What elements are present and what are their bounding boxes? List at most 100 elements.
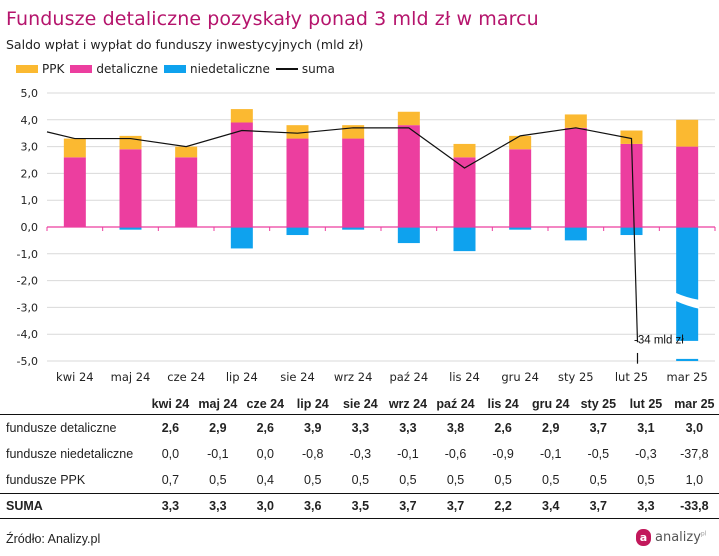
table-row-label: fundusze detaliczne	[6, 421, 117, 435]
y-tick-label: -5,0	[17, 355, 38, 368]
table-cell: 2,9	[209, 421, 227, 435]
table-cell: -0,3	[349, 447, 372, 461]
x-tick-label: paź 24	[389, 370, 428, 384]
bar-detaliczne	[676, 146, 699, 227]
table-cell: 0,5	[446, 473, 465, 487]
table-cell: -0,9	[492, 447, 514, 461]
bar-ppk	[342, 125, 365, 139]
bar-niedetaliczne	[620, 227, 643, 236]
table-cell: -37,8	[680, 447, 709, 461]
bar-ppk	[175, 146, 198, 158]
table-cell: 3,3	[146, 493, 195, 519]
table-cell: 3,1	[637, 421, 655, 435]
table-cell: 0,5	[637, 473, 655, 487]
x-tick-label: mar 25	[667, 370, 708, 384]
bar-ppk	[397, 111, 420, 126]
table-row-label: fundusze PPK	[6, 473, 86, 487]
table-column-header: lis 24	[479, 394, 527, 415]
table-cell: -0,1	[397, 447, 419, 461]
chart-plot: 5,0 4,0 3,0 2,0 1,0 0,0 -1,0 -2,0 -3,0 -4,0 -5,0 -…	[17, 87, 716, 384]
table-cell: 0,5	[494, 473, 512, 487]
bar-ppk	[509, 135, 532, 150]
table-column-header: cze 24	[241, 394, 289, 415]
table-cell: 3,5	[336, 493, 385, 519]
bar-ppk	[676, 119, 699, 147]
y-tick-label: 3,0	[21, 141, 39, 154]
table-cell: 2,6	[256, 421, 274, 435]
table-row: fundusze PPK 0,7 0,5 0,4 0,5 0,5 0,5 0,5 0,5 0,5 0…	[0, 467, 719, 494]
table-cell: -0,1	[207, 447, 229, 461]
logo-text: analizypl	[655, 530, 706, 545]
legend-swatch-detaliczne	[70, 65, 93, 73]
bar-ppk	[564, 114, 587, 128]
x-tick-label: lip 24	[226, 370, 258, 384]
table-row: fundusze detaliczne 2,6 2,9 2,6 3,9 3,3 3,3 3,8…	[0, 415, 719, 442]
x-tick-label: wrz 24	[334, 370, 372, 384]
table-cell: 0,0	[161, 447, 180, 461]
bar-detaliczne	[509, 149, 532, 227]
table-header-corner	[0, 394, 147, 415]
table-cell: 3,7	[574, 493, 623, 519]
table-cell: 0,4	[256, 473, 274, 487]
y-tick-label: 5,0	[21, 87, 39, 100]
y-tick-label: 1,0	[21, 194, 39, 207]
bar-ppk	[119, 135, 142, 150]
bar-niedetaliczne	[509, 227, 532, 230]
x-tick-label: kwi 24	[56, 370, 94, 384]
bar-niedetaliczne	[230, 227, 253, 249]
table-cell: 3,6	[288, 493, 337, 519]
legend-swatch-ppk	[16, 65, 38, 73]
bar-detaliczne	[286, 138, 309, 227]
table-cell: 3,3	[351, 421, 370, 435]
table-cell: 3,9	[304, 421, 322, 435]
bar-niedetaliczne	[342, 227, 365, 230]
x-tick-label: maj 24	[111, 370, 151, 384]
table-column-header: kwi 24	[146, 394, 195, 415]
bar-detaliczne	[397, 125, 420, 227]
table-column-header: lut 25	[622, 394, 670, 415]
table-cell: 3,3	[194, 493, 242, 519]
table-cell: 3,7	[431, 493, 480, 519]
table-cell: 0,5	[304, 473, 322, 487]
table-column-header: maj 24	[194, 394, 242, 415]
x-tick-label: sie 24	[280, 370, 315, 384]
table-column-header: wrz 24	[384, 394, 432, 415]
suma-line	[46, 127, 639, 343]
table-cell: 0,5	[399, 473, 417, 487]
legend-label: detaliczne	[96, 62, 158, 76]
annotation-label: -34 mld zł	[634, 335, 684, 347]
logo-badge-icon: a	[636, 529, 651, 546]
table-cell: 2,9	[542, 421, 560, 435]
y-tick-label: -2,0	[17, 275, 38, 288]
table-cell: 2,6	[161, 421, 180, 435]
x-tick-label: sty 25	[558, 370, 594, 384]
table-cell: 3,0	[241, 493, 289, 519]
table-cell: -33,8	[669, 493, 719, 519]
bar-ppk	[286, 125, 309, 139]
legend-label: niedetaliczne	[189, 62, 270, 76]
bar-label-gap	[675, 340, 700, 359]
table-cell: 3,8	[446, 421, 465, 435]
bar-ppk	[620, 130, 643, 144]
legend-item-suma: suma	[275, 62, 335, 76]
table-cell: 3,3	[622, 493, 670, 519]
table-column-header: gru 24	[526, 394, 575, 415]
bar-detaliczne	[63, 157, 86, 227]
bar-niedetaliczne	[397, 227, 420, 244]
table-cell: 3,3	[399, 421, 417, 435]
gridlines	[47, 92, 715, 362]
table-cell: 0,5	[589, 473, 607, 487]
table-header-row: kwi 24 maj 24 cze 24 lip 24 sie 24 wrz 24 paź …	[0, 394, 719, 415]
y-axis-ticks: 5,0 4,0 3,0 2,0 1,0 0,0 -1,0 -2,0 -3,0 -4,0 -5,0	[17, 87, 38, 368]
y-tick-label: 2,0	[21, 167, 39, 180]
table-row: fundusze niedetaliczne 0,0 -0,1 0,0 -0,8 -0,3…	[0, 441, 719, 467]
table-cell: 2,6	[494, 421, 512, 435]
legend-label: suma	[301, 62, 335, 76]
y-tick-label: 4,0	[21, 114, 39, 127]
y-tick-label: 0,0	[21, 221, 39, 234]
bar-ppk	[453, 143, 476, 158]
bar-ppk	[230, 109, 253, 123]
table-row-label: fundusze niedetaliczne	[6, 447, 134, 461]
x-tick-label: cze 24	[167, 370, 205, 384]
table-cell: 3,4	[526, 493, 575, 519]
